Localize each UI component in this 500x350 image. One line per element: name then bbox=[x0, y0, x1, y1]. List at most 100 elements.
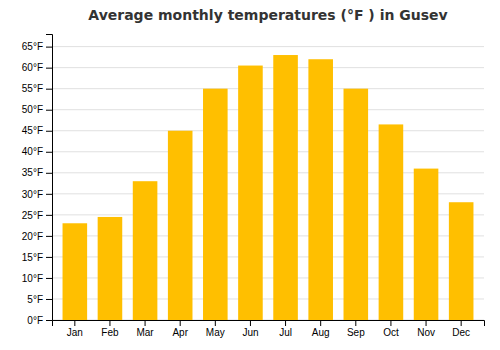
y-axis: 0°F 5°F 10°F 15°F 20°F 25°F 30°F 35°F 40°F 45°F 50… bbox=[22, 35, 53, 326]
x-tick-mark bbox=[109, 320, 110, 326]
x-tick-mark bbox=[250, 320, 251, 326]
x-tick: Jan bbox=[67, 320, 83, 338]
y-tick-label: 65°F bbox=[22, 41, 43, 52]
x-axis-line bbox=[53, 321, 485, 327]
y-tick-mark bbox=[46, 110, 52, 111]
x-tick-mark bbox=[355, 320, 356, 326]
x-tick-label: Aug bbox=[312, 327, 330, 338]
y-tick-mark bbox=[46, 278, 52, 279]
y-tick-label: 40°F bbox=[22, 146, 43, 157]
x-tick: Jun bbox=[242, 320, 258, 338]
bar bbox=[379, 124, 404, 320]
x-tick-mark bbox=[390, 320, 391, 326]
y-tick: 60°F bbox=[22, 62, 52, 73]
y-tick-mark bbox=[46, 173, 52, 174]
title: Average monthly temperatures (°F ) in Gu… bbox=[88, 7, 447, 23]
y-tick: 35°F bbox=[22, 167, 52, 178]
x-tick-label: Jun bbox=[242, 327, 258, 338]
bar bbox=[98, 217, 123, 320]
y-tick: 45°F bbox=[22, 125, 52, 136]
x-tick-label: Sep bbox=[347, 327, 365, 338]
y-tick: 55°F bbox=[22, 83, 52, 94]
x-tick-label: Feb bbox=[101, 327, 119, 338]
y-tick: 5°F bbox=[27, 294, 52, 305]
x-tick-label: Apr bbox=[172, 327, 188, 338]
y-tick-label: 0°F bbox=[27, 315, 43, 326]
x-tick-label: Jul bbox=[279, 327, 292, 338]
x-tick: Sep bbox=[347, 320, 365, 338]
x-tick-label: May bbox=[206, 327, 225, 338]
x-tick: Aug bbox=[312, 320, 330, 338]
bar bbox=[133, 181, 158, 320]
grid-line bbox=[52, 109, 484, 110]
x-tick-label: Nov bbox=[417, 327, 435, 338]
bar bbox=[203, 89, 228, 320]
y-tick: 25°F bbox=[22, 210, 52, 221]
y-tick: 65°F bbox=[22, 41, 52, 52]
grid-line bbox=[52, 151, 484, 152]
y-tick-mark bbox=[46, 47, 52, 48]
y-tick-label: 55°F bbox=[22, 83, 43, 94]
x-tick: May bbox=[206, 320, 225, 338]
y-axis-line bbox=[46, 35, 53, 321]
x-tick-mark bbox=[426, 320, 427, 326]
bar bbox=[63, 223, 88, 320]
grid-line bbox=[52, 130, 484, 131]
y-tick: 20°F bbox=[22, 231, 52, 242]
y-tick: 10°F bbox=[22, 273, 52, 284]
x-tick: Mar bbox=[136, 320, 154, 338]
y-tick-label: 45°F bbox=[22, 125, 43, 136]
x-tick-label: Mar bbox=[136, 327, 154, 338]
x-tick: Feb bbox=[101, 320, 119, 338]
y-tick-label: 60°F bbox=[22, 62, 43, 73]
bar bbox=[308, 59, 333, 320]
bar bbox=[273, 55, 298, 320]
y-tick-mark bbox=[46, 257, 52, 258]
x-tick-mark bbox=[180, 320, 181, 326]
y-tick: 50°F bbox=[22, 104, 52, 115]
y-tick-label: 5°F bbox=[27, 294, 43, 305]
y-tick-mark bbox=[46, 299, 52, 300]
y-tick: 30°F bbox=[22, 189, 52, 200]
y-tick: 0°F bbox=[27, 315, 52, 326]
x-tick-mark bbox=[285, 320, 286, 326]
x-tick: Apr bbox=[172, 320, 188, 338]
y-tick: 40°F bbox=[22, 146, 52, 157]
y-tick-label: 15°F bbox=[22, 252, 43, 263]
y-tick-label: 35°F bbox=[22, 167, 43, 178]
y-tick-mark bbox=[46, 89, 52, 90]
grid-line bbox=[52, 46, 484, 47]
grid-line bbox=[52, 67, 484, 68]
y-tick-label: 10°F bbox=[22, 273, 43, 284]
y-tick-mark bbox=[46, 215, 52, 216]
x-tick-label: Jan bbox=[67, 327, 83, 338]
x-tick-mark bbox=[461, 320, 462, 326]
plot: 0°F 5°F 10°F 15°F 20°F 25°F 30°F 35°F 40°F 45°F 50… bbox=[22, 35, 485, 339]
x-tick-mark bbox=[215, 320, 216, 326]
x-tick: Jul bbox=[279, 320, 292, 338]
x-tick-label: Dec bbox=[452, 327, 470, 338]
bar bbox=[449, 202, 474, 320]
x-tick: Dec bbox=[452, 320, 470, 338]
y-tick-mark bbox=[46, 68, 52, 69]
x-tick-label: Oct bbox=[383, 327, 399, 338]
y-tick-mark bbox=[46, 131, 52, 132]
bar bbox=[344, 89, 369, 320]
bar bbox=[414, 169, 439, 320]
grid-line bbox=[52, 88, 484, 89]
bars bbox=[63, 55, 474, 320]
y-tick-label: 25°F bbox=[22, 210, 43, 221]
x-tick: Oct bbox=[383, 320, 399, 338]
y-tick-label: 30°F bbox=[22, 189, 43, 200]
y-tick-label: 50°F bbox=[22, 104, 43, 115]
x-tick: Nov bbox=[417, 320, 435, 338]
x-tick-mark bbox=[320, 320, 321, 326]
y-tick-label: 20°F bbox=[22, 231, 43, 242]
x-tick-mark bbox=[74, 320, 75, 326]
y-tick-mark bbox=[46, 194, 52, 195]
y-tick: 15°F bbox=[22, 252, 52, 263]
x-axis: Jan Feb Mar Apr May Jun Jul Aug Sep Oct Nov Dec bbox=[53, 320, 485, 338]
bar bbox=[168, 131, 193, 320]
x-tick-mark bbox=[145, 320, 146, 326]
chart: 0°F 5°F 10°F 15°F 20°F 25°F 30°F 35°F 40°F 45°F 50… bbox=[0, 0, 500, 350]
